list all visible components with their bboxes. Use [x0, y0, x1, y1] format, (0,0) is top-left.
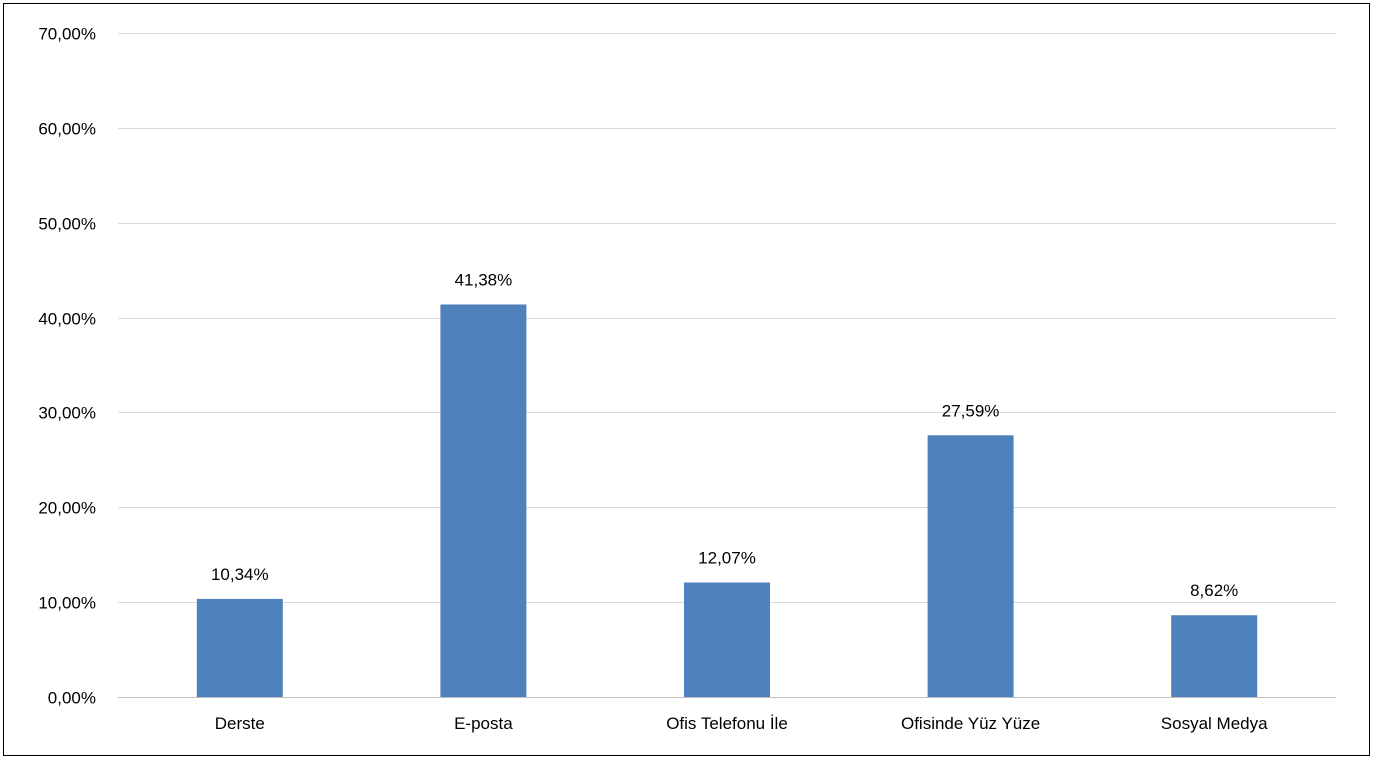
y-tick-label: 60,00% [38, 120, 96, 139]
x-category-label: Derste [215, 714, 265, 733]
y-tick-label: 0,00% [48, 689, 96, 708]
y-tick-label: 70,00% [38, 25, 96, 44]
data-label: 10,34% [211, 565, 269, 584]
bar [440, 304, 527, 697]
bar-chart: 0,00% 10,00% 20,00% 30,00% 40,00% 50,00% 60,00… [38, 25, 1336, 733]
bar [927, 435, 1014, 697]
y-tick-label: 30,00% [38, 404, 96, 423]
x-category-label: Sosyal Medya [1161, 714, 1268, 733]
bar [684, 582, 770, 697]
data-label: 12,07% [698, 549, 756, 568]
x-category-label: Ofisinde Yüz Yüze [901, 714, 1040, 733]
chart-frame: 0,00% 10,00% 20,00% 30,00% 40,00% 50,00% 60,00… [3, 3, 1370, 756]
bar [196, 598, 283, 697]
data-label: 8,62% [1190, 581, 1238, 600]
bar [1171, 615, 1258, 697]
data-label: 27,59% [942, 401, 1000, 420]
x-category-label: Ofis Telefonu İle [666, 714, 788, 733]
x-category-label: E-posta [454, 714, 513, 733]
data-labels: 10,34% 41,38% 12,07% 27,59% 8,62% [211, 270, 1238, 600]
y-tick-label: 10,00% [38, 594, 96, 613]
y-axis-tick-labels: 0,00% 10,00% 20,00% 30,00% 40,00% 50,00% 60,00… [38, 25, 96, 708]
y-tick-label: 20,00% [38, 499, 96, 518]
y-tick-label: 50,00% [38, 215, 96, 234]
data-label: 41,38% [455, 270, 513, 289]
bars [196, 304, 1258, 697]
gridlines [118, 33, 1336, 698]
x-axis-category-labels: Derste E-posta Ofis Telefonu İle Ofisinde Y… [215, 714, 1268, 733]
y-tick-label: 40,00% [38, 310, 96, 329]
